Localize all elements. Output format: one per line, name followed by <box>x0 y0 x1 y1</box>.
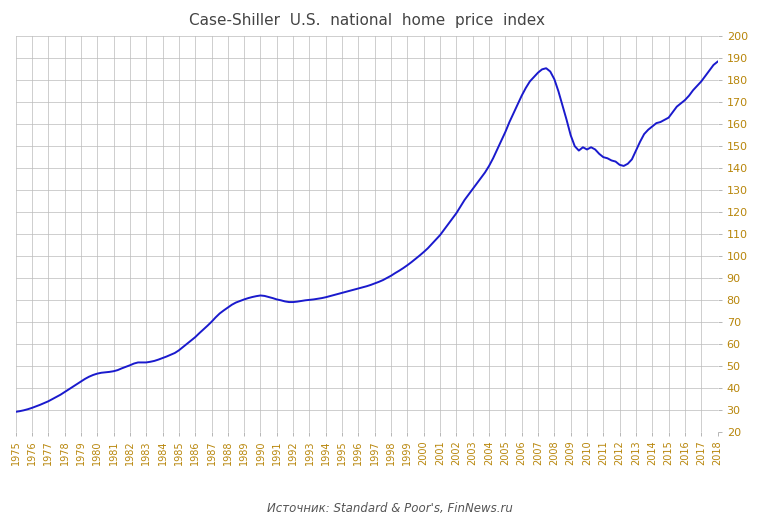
Text: Источник: Standard & Poor's, FinNews.ru: Источник: Standard & Poor's, FinNews.ru <box>267 502 513 515</box>
Title: Case-Shiller  U.S.  national  home  price  index: Case-Shiller U.S. national home price in… <box>189 14 544 28</box>
